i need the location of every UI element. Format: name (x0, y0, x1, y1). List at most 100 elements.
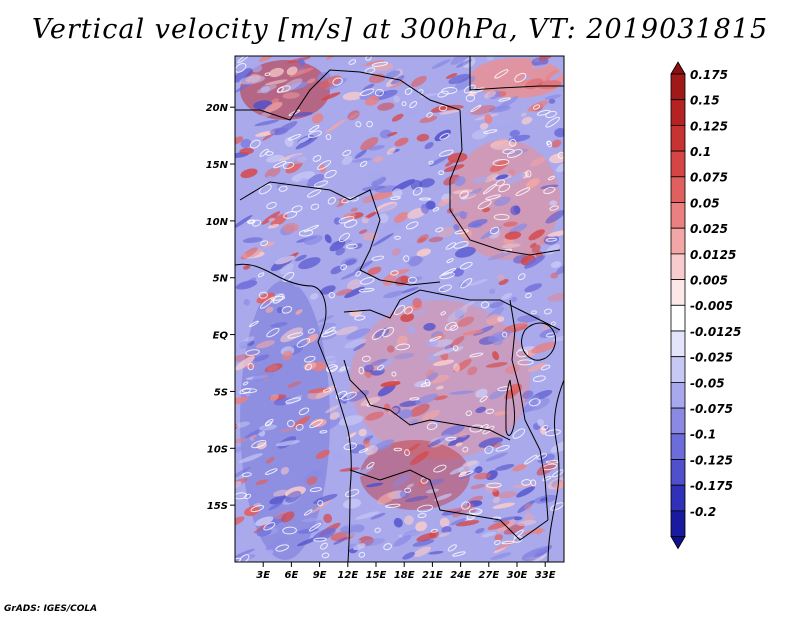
field-contour (277, 85, 291, 93)
field-streak (360, 60, 385, 67)
field-contour (549, 205, 559, 211)
coastline-east-africa (547, 379, 564, 562)
field-streak (275, 440, 300, 447)
field-contour (438, 170, 445, 176)
field-streak (371, 176, 387, 187)
field-streak (303, 234, 323, 245)
field-streak (524, 445, 535, 453)
field-streak (325, 119, 346, 134)
field-streak (377, 102, 395, 111)
field-streak (447, 434, 470, 446)
field-streak (407, 443, 421, 452)
field-streak (367, 266, 382, 275)
field-contour (249, 320, 259, 328)
field-streak (338, 415, 364, 426)
field-streak (438, 198, 451, 207)
field-streak (243, 264, 251, 270)
field-streak (430, 104, 451, 113)
field-streak (309, 293, 319, 300)
legend-swatch (670, 73, 686, 101)
field-streak (253, 354, 270, 362)
field-contour (545, 237, 557, 242)
border-south (349, 469, 549, 541)
field-streak (550, 272, 559, 279)
field-streak (541, 324, 549, 331)
field-streak (401, 287, 419, 294)
field-streak (322, 417, 341, 431)
field-streak (308, 387, 331, 394)
field-streak (393, 535, 412, 547)
field-contour (395, 343, 411, 351)
field-contour (264, 418, 274, 426)
field-streak (515, 78, 532, 86)
field-contour (550, 502, 564, 511)
field-streak (371, 63, 394, 72)
field-streak (298, 257, 321, 270)
field-contour (325, 134, 332, 140)
border-east (509, 299, 549, 521)
field-contour (429, 335, 442, 342)
field-streak (554, 480, 564, 491)
field-contour (542, 475, 552, 482)
field-streak (348, 390, 370, 402)
field-contour (545, 332, 556, 338)
field-streak (429, 374, 450, 384)
field-streak (504, 231, 522, 240)
legend-swatch (670, 202, 686, 229)
field-contour (438, 104, 448, 112)
field-contour (361, 355, 371, 362)
field-streak (361, 538, 385, 547)
field-contour (441, 87, 458, 95)
field-streak (478, 437, 504, 448)
field-streak (324, 356, 342, 362)
field-streak (501, 292, 513, 300)
field-streak (288, 153, 311, 164)
field-streak (503, 221, 518, 227)
field-streak (445, 73, 458, 79)
legend-label: -0.025 (690, 351, 733, 365)
field-streak (268, 67, 284, 78)
field-streak (297, 137, 310, 144)
field-streak (298, 177, 309, 186)
field-contour (272, 293, 284, 304)
lat-tick-label: 20N (206, 103, 229, 114)
field-contour (469, 352, 484, 358)
field-streak (513, 425, 530, 436)
field-contour (310, 203, 320, 210)
field-streak (400, 275, 409, 284)
field-streak (235, 136, 244, 145)
field-streak (287, 381, 302, 388)
field-streak (483, 90, 497, 99)
field-streak (240, 247, 258, 260)
field-streak (386, 147, 396, 155)
field-streak (453, 224, 460, 231)
field-streak (553, 335, 564, 342)
field-streak (475, 406, 487, 414)
legend-swatch (670, 176, 686, 203)
field-streak (391, 248, 401, 256)
field-streak (410, 451, 429, 466)
field-streak (377, 358, 395, 371)
border-northeast (469, 56, 564, 91)
field-contour (308, 125, 320, 133)
field-contour (282, 526, 297, 535)
field-contour (459, 190, 469, 199)
legend-top-arrow (670, 61, 686, 75)
field-contour (494, 69, 509, 79)
field-contour (322, 388, 332, 393)
field-streak (364, 364, 374, 373)
field-streak (416, 532, 437, 542)
field-streak (306, 476, 318, 486)
field-streak (475, 527, 485, 534)
field-contour (525, 170, 532, 178)
field-streak (549, 71, 563, 81)
lon-tick-label: 15E (366, 570, 387, 581)
field-streak (412, 539, 435, 547)
field-contour (374, 527, 381, 533)
field-contour (266, 201, 277, 210)
country-borders (235, 56, 564, 562)
field-streak (235, 68, 253, 83)
field-contour (466, 512, 476, 521)
field-contour (485, 194, 501, 201)
field-streak (524, 255, 546, 269)
